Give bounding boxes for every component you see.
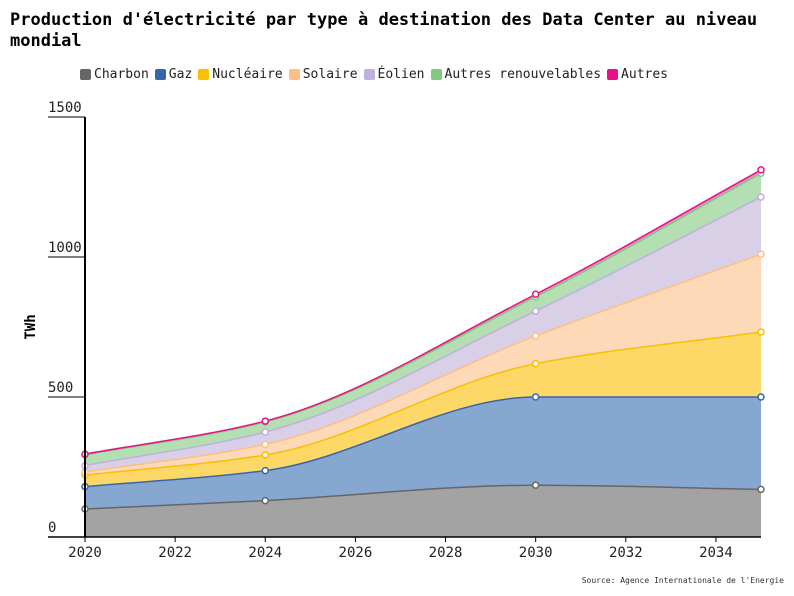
y-axis-label: TWh	[23, 314, 39, 339]
source-note: Source: Agence Internationale de l'Energ…	[581, 576, 784, 585]
y-tick-label: 0	[48, 520, 56, 536]
y-tick-label: 500	[48, 380, 73, 396]
series-line	[84, 172, 762, 456]
legend-label: Gaz	[168, 67, 193, 82]
series-line	[84, 169, 762, 455]
legend-label: Autres	[621, 67, 669, 82]
legend-swatch	[80, 69, 91, 80]
area-charbon	[85, 485, 761, 537]
series-line	[84, 396, 761, 488]
legend-swatch	[154, 69, 166, 80]
x-tick-label: 2024	[248, 545, 282, 561]
legend-item: Gaz	[154, 67, 193, 82]
series-line	[84, 253, 762, 473]
x-tick-label: 2030	[519, 545, 553, 561]
series-line	[84, 484, 762, 510]
area-gaz	[85, 397, 761, 509]
legend-label: Charbon	[94, 67, 149, 82]
data-point	[261, 451, 270, 459]
legend-swatch	[607, 69, 619, 80]
chart-title: Production d'électricité par type à dest…	[10, 10, 758, 51]
x-tick-label: 2026	[339, 545, 373, 561]
legend-label: Nucléaire	[212, 67, 283, 82]
legend-label: Autres renouvelables	[444, 67, 602, 82]
legend-swatch	[288, 69, 300, 80]
data-point	[261, 496, 270, 505]
x-tick-label: 2022	[158, 545, 192, 561]
y-tick-label: 1500	[48, 100, 82, 116]
legend-item: Autres	[607, 67, 668, 82]
legend-swatch	[198, 69, 210, 80]
legend: Charbon Gaz Nucléaire Solaire Éolien Autres r…	[80, 67, 668, 82]
data-point	[531, 307, 540, 315]
x-tick-label: 2020	[68, 545, 102, 561]
data-point	[531, 332, 540, 340]
data-point	[531, 359, 540, 368]
data-point	[757, 193, 765, 201]
data-point	[261, 417, 270, 425]
legend-item: Autres renouvelables	[430, 67, 602, 82]
legend-swatch	[363, 69, 375, 80]
data-point	[531, 481, 540, 489]
legend-item: Solaire	[288, 67, 358, 82]
data-point	[757, 250, 765, 258]
legend-item: Charbon	[80, 67, 149, 82]
x-tick-label: 2032	[609, 545, 643, 561]
data-point	[757, 328, 765, 336]
series-line	[84, 196, 762, 467]
legend-item: Éolien	[363, 67, 425, 82]
legend-swatch	[430, 69, 442, 80]
y-tick-label: 1000	[48, 240, 82, 256]
area-nucléaire	[85, 332, 761, 487]
data-point	[531, 393, 540, 401]
data-point	[261, 428, 270, 436]
legend-label: Solaire	[302, 67, 358, 82]
legend-label: Éolien	[377, 67, 425, 82]
x-tick-label: 2028	[429, 545, 463, 561]
data-point	[261, 466, 270, 475]
data-point	[757, 166, 765, 174]
data-point	[531, 290, 540, 298]
data-point	[261, 440, 270, 449]
x-tick-label: 2034	[699, 545, 733, 561]
data-point	[757, 393, 765, 401]
legend-item: Nucléaire	[198, 67, 283, 82]
series-line	[84, 331, 762, 476]
data-point	[757, 485, 765, 494]
